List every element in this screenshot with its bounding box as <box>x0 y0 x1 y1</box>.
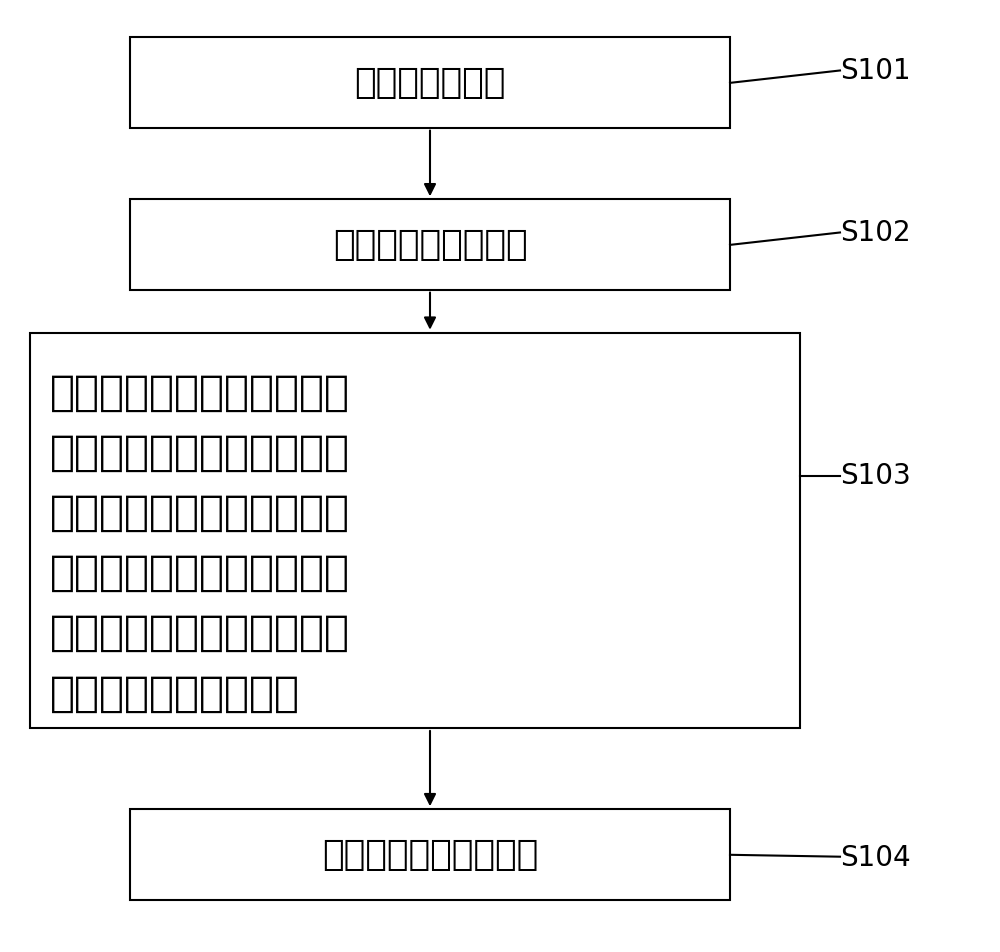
Text: S104: S104 <box>840 843 911 871</box>
Text: S102: S102 <box>840 219 911 248</box>
Bar <box>130 38 730 129</box>
Text: S101: S101 <box>840 57 911 86</box>
Text: 对料筒进行校准: 对料筒进行校准 <box>354 67 506 100</box>
Text: S103: S103 <box>840 462 911 490</box>
Bar <box>130 200 730 290</box>
Text: 控制料筒降落至料仓上: 控制料筒降落至料仓上 <box>322 838 538 871</box>
Text: 标定料筒的归位位置: 标定料筒的归位位置 <box>333 228 527 262</box>
Text: 根据按压归位开关超过预设
时长的第一按压信号，控制
料筒转动至归位位置；根据
按压归位开关小于或者等于
预设时长的第二按压信号，
控制料筒停止全部动作: 根据按压归位开关超过预设 时长的第一按压信号，控制 料筒转动至归位位置；根据 按… <box>50 371 350 714</box>
Bar <box>130 809 730 900</box>
Bar <box>30 333 800 728</box>
